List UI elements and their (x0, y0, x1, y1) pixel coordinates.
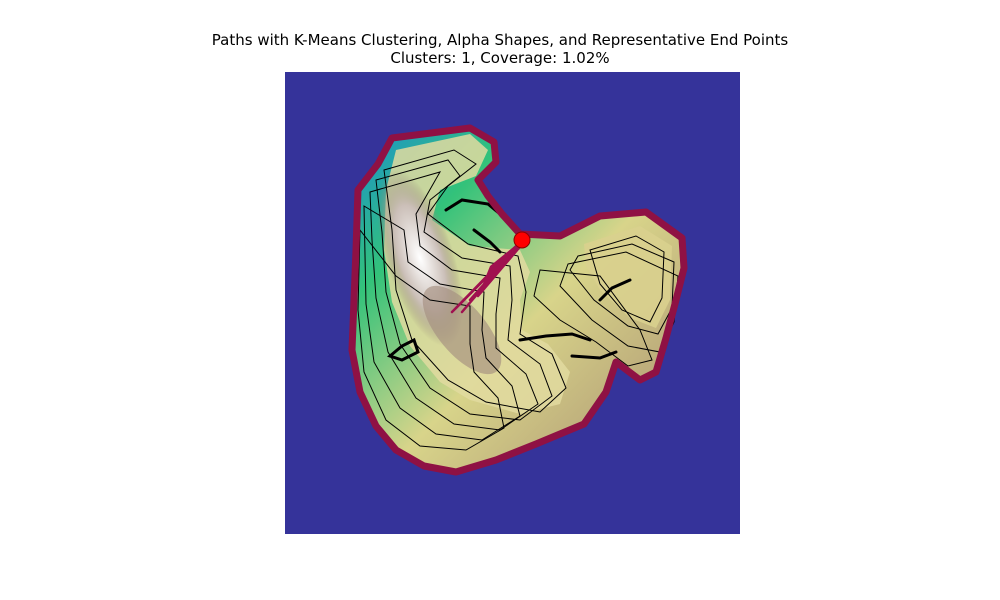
river-network (386, 198, 632, 362)
representative-end-point (513, 231, 531, 249)
alpha-shape-boundary (348, 124, 688, 476)
contour-lines (357, 149, 679, 451)
cluster-fan (478, 240, 522, 296)
figure-title: Paths with K-Means Clustering, Alpha Sha… (211, 31, 789, 49)
mountain-ridge (422, 285, 502, 375)
figure-subtitle: Clusters: 1, Coverage: 1.02% (390, 49, 610, 67)
